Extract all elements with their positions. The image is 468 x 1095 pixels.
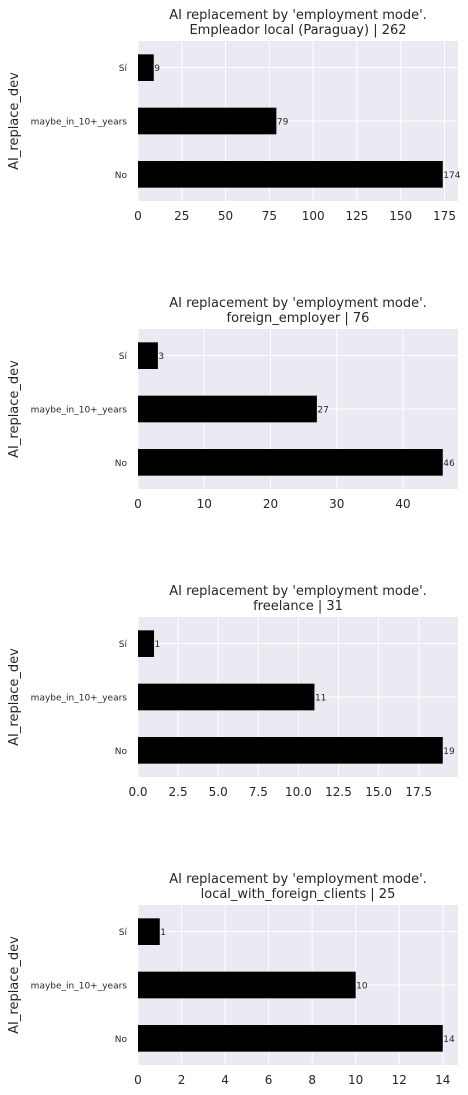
bar-value-label: 46 [443,459,455,469]
bar-value-label: 19 [443,747,455,757]
bar [138,971,356,999]
x-tick-label: 25 [174,209,189,223]
x-tick-label: 30 [329,497,344,511]
x-tick-label: 0 [134,1073,142,1087]
y-axis-label: AI_replace_dev [7,648,22,746]
bar [138,918,160,945]
x-tick-label: 20 [263,497,278,511]
chart-title: AI replacement by 'employment mode'. [169,296,427,311]
y-tick-label: maybe_in_10+_years [31,118,128,128]
x-tick-label: 0 [134,209,142,223]
x-tick-label: 2 [178,1073,186,1087]
x-tick-label: 125 [345,209,368,223]
x-tick-label: 7.5 [249,785,268,799]
x-tick-label: 17.5 [405,785,432,799]
bar [138,683,315,711]
chart-subtitle: local_with_foreign_clients | 25 [201,887,396,902]
bar-value-label: 10 [356,982,368,992]
y-tick-label: Sí [119,928,128,938]
chart-title: AI replacement by 'employment mode'. [169,8,427,23]
y-tick-label: maybe_in_10+_years [31,406,128,416]
x-tick-label: 40 [395,497,410,511]
y-tick-label: Sí [119,352,128,362]
bar-value-label: 11 [315,694,326,704]
bar-value-label: 27 [317,406,328,416]
y-tick-label: No [115,171,128,181]
bar-value-label: 1 [155,640,161,650]
chart-panel-4: AI replacement by 'employment mode'.loca… [7,872,458,1087]
x-tick-label: 6 [265,1073,273,1087]
bar-value-label: 9 [154,64,160,74]
x-tick-label: 10.0 [285,785,312,799]
y-tick-label: No [115,459,128,469]
chart-panel-1: AI replacement by 'employment mode'.Empl… [7,8,461,223]
x-tick-label: 12 [392,1073,407,1087]
x-tick-label: 75 [262,209,277,223]
bar-value-label: 79 [277,118,289,128]
x-tick-label: 14 [435,1073,450,1087]
y-axis-label: AI_replace_dev [7,360,22,458]
y-tick-label: No [115,1035,128,1045]
bar [138,630,155,657]
x-tick-label: 15.0 [365,785,392,799]
y-tick-label: maybe_in_10+_years [31,694,128,704]
chart-title: AI replacement by 'employment mode'. [169,872,427,887]
y-tick-label: No [115,747,128,757]
x-tick-label: 0.0 [128,785,147,799]
chart-subtitle: freelance | 31 [253,599,343,614]
x-tick-label: 4 [221,1073,229,1087]
x-tick-label: 150 [389,209,412,223]
x-tick-label: 2.5 [169,785,188,799]
bar-value-label: 174 [443,171,460,181]
bar-value-label: 1 [160,928,166,938]
y-tick-label: Sí [119,64,128,74]
y-axis-label: AI_replace_dev [7,72,22,170]
bar [138,737,443,764]
x-tick-label: 8 [308,1073,316,1087]
bar-value-label: 14 [443,1035,455,1045]
bar [138,161,443,188]
bar-value-label: 3 [158,352,164,362]
chart-panel-3: AI replacement by 'employment mode'.free… [7,584,458,799]
y-axis-label: AI_replace_dev [7,936,22,1034]
bar [138,395,317,423]
x-tick-label: 50 [218,209,233,223]
x-tick-label: 175 [433,209,456,223]
chart-title: AI replacement by 'employment mode'. [169,584,427,599]
chart-subtitle: Empleador local (Paraguay) | 262 [189,23,406,38]
bar [138,54,154,81]
bar [138,449,443,476]
chart-panel-2: AI replacement by 'employment mode'.fore… [7,296,458,511]
bar [138,107,277,135]
bar [138,1025,443,1052]
y-tick-label: Sí [119,640,128,650]
x-tick-label: 10 [197,497,212,511]
y-tick-label: maybe_in_10+_years [31,982,128,992]
x-tick-label: 10 [348,1073,363,1087]
bar [138,342,158,369]
x-tick-label: 100 [302,209,325,223]
chart-subtitle: foreign_employer | 76 [227,311,370,326]
x-tick-label: 0 [134,497,142,511]
x-tick-label: 5.0 [209,785,228,799]
x-tick-label: 12.5 [325,785,352,799]
